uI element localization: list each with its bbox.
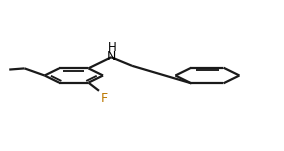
- Text: F: F: [101, 92, 108, 105]
- Text: N: N: [106, 50, 116, 63]
- Text: H: H: [107, 41, 116, 54]
